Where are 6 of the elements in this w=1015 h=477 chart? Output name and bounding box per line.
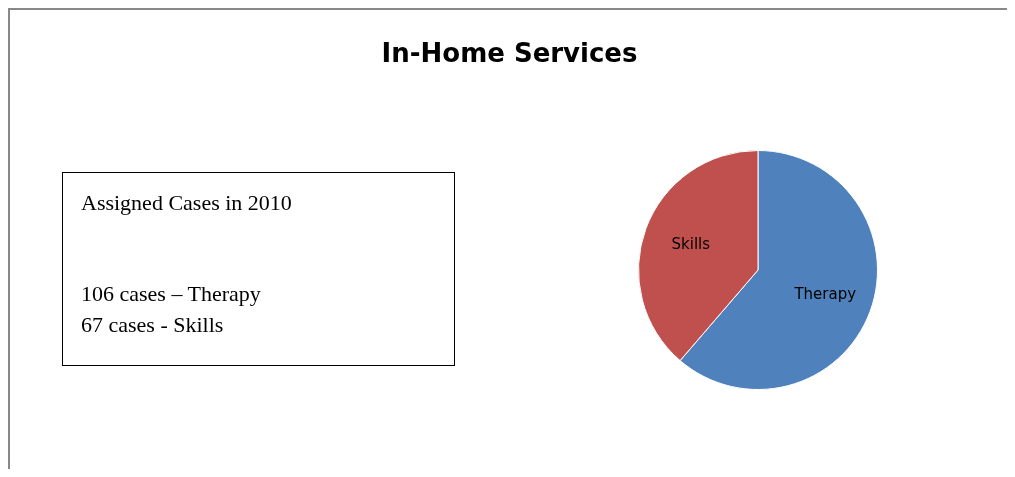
text: 67 cases - Skills [81, 311, 225, 339]
text: Assigned Cases in 2010 [81, 189, 293, 217]
chart-title: In-Home Services [380, 38, 639, 68]
slice-label: Skills [671, 234, 711, 253]
text: 106 cases – Therapy [81, 280, 262, 308]
slice-label: Therapy [793, 284, 857, 303]
